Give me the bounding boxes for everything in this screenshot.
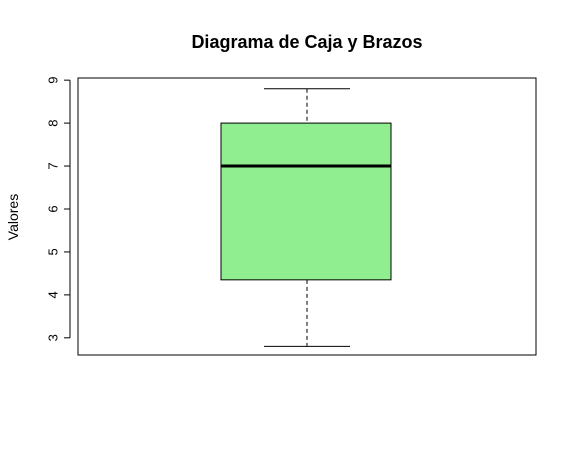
y-tick-label-2: 5 [45, 248, 60, 255]
chart-title: Diagrama de Caja y Brazos [191, 32, 422, 52]
plot-frame [77, 77, 537, 356]
y-axis: 3 4 5 6 7 8 9 [45, 77, 71, 341]
y-tick-label-0: 3 [45, 334, 60, 341]
y-tick-label-4: 7 [45, 162, 60, 169]
y-tick-label-1: 4 [45, 291, 60, 298]
box-plot [220, 88, 392, 347]
interquartile-box [220, 122, 392, 281]
y-axis-label: Valores [5, 194, 21, 240]
y-tick-label-3: 6 [45, 205, 60, 212]
y-tick-label-6: 9 [45, 77, 60, 84]
y-tick-label-5: 8 [45, 119, 60, 126]
